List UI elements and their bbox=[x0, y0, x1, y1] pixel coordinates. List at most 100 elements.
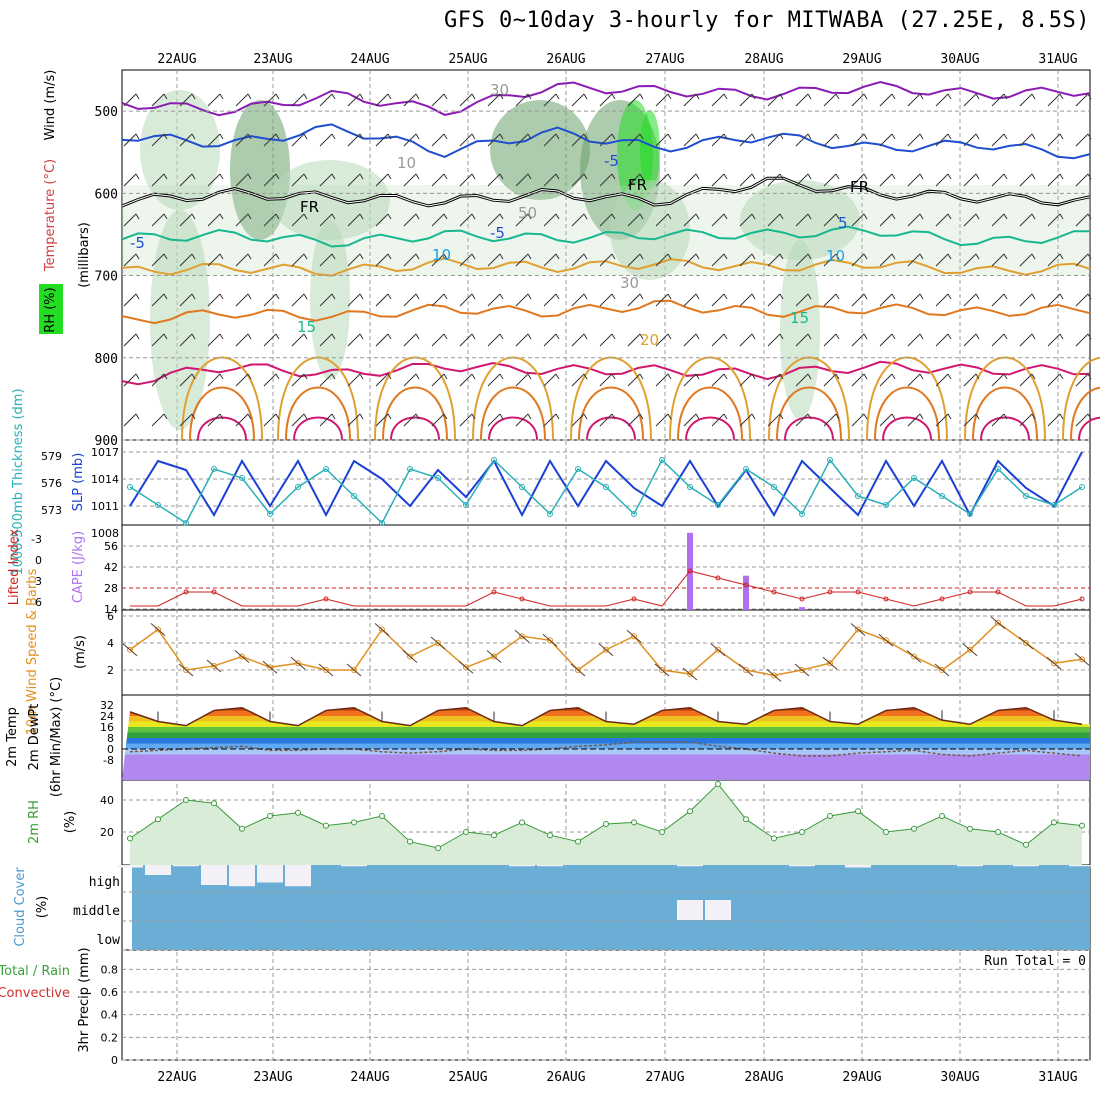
cloud-gap-high bbox=[845, 865, 871, 868]
wind-barb bbox=[683, 413, 697, 427]
temp-tick-label: 0 bbox=[107, 743, 114, 756]
wind10m-marker bbox=[295, 660, 301, 667]
wind-barb-flag bbox=[751, 133, 756, 140]
wind-barb bbox=[347, 373, 361, 387]
wind-barb bbox=[459, 293, 473, 307]
wind-barb bbox=[207, 373, 221, 387]
wind-barb-flag bbox=[1003, 133, 1008, 140]
thickness-marker bbox=[1079, 484, 1085, 490]
wind-barb bbox=[935, 133, 949, 147]
wind-barb-flag bbox=[527, 93, 532, 100]
wind-barb bbox=[767, 373, 781, 387]
cloud-gap-high bbox=[509, 865, 535, 867]
wind-barb-flag bbox=[779, 173, 784, 180]
wind-barb-flag bbox=[723, 373, 728, 380]
minmax-axis-label: (6hr Min/Max) (°C) bbox=[49, 677, 64, 797]
rh2m-tick-label: 40 bbox=[100, 794, 114, 807]
thickness-tick-label: 576 bbox=[41, 477, 62, 490]
wind-barb-flag bbox=[947, 293, 952, 300]
wind-barb bbox=[375, 213, 389, 227]
wind-barb bbox=[487, 133, 501, 147]
wind10m-barb bbox=[150, 623, 166, 636]
wind-barb-flag bbox=[415, 173, 420, 180]
wind-barb bbox=[123, 213, 137, 227]
wind-barb bbox=[571, 93, 585, 107]
wind-barb-flag bbox=[695, 333, 700, 340]
wind-barb bbox=[711, 333, 725, 347]
wind10m-barb bbox=[290, 656, 306, 670]
wind10m-marker bbox=[155, 626, 161, 633]
wind-barb bbox=[795, 373, 809, 387]
wind10m-barb bbox=[234, 650, 250, 663]
wind-barb bbox=[767, 293, 781, 307]
wind-barb-flag bbox=[835, 293, 840, 300]
precip-tick-label: 0.4 bbox=[101, 1009, 119, 1022]
wind-barb bbox=[935, 413, 949, 427]
wind-barb-flag bbox=[359, 173, 364, 180]
wind-barb-flag bbox=[611, 373, 616, 380]
thickness-marker bbox=[183, 520, 189, 526]
wind-barb-flag bbox=[387, 173, 392, 180]
wind10m-barb bbox=[1074, 652, 1090, 666]
lifted-index-marker bbox=[855, 589, 861, 595]
thickness-marker bbox=[379, 520, 385, 526]
cloud-gap-high bbox=[173, 865, 199, 867]
wind-barb bbox=[627, 373, 641, 387]
wind-barb-flag bbox=[303, 133, 308, 140]
wind-barb-flag bbox=[471, 173, 476, 180]
wind10m-barb bbox=[822, 656, 838, 670]
thickness-marker bbox=[799, 511, 805, 517]
warm-lobe bbox=[685, 416, 735, 441]
temp-tick-label: 8 bbox=[107, 732, 114, 745]
wind-barb-flag bbox=[1059, 413, 1064, 420]
rh2m-marker bbox=[547, 832, 553, 839]
wind-barb-flag bbox=[975, 293, 980, 300]
convective-label: Convective bbox=[0, 986, 70, 1001]
wind-barb bbox=[767, 333, 781, 347]
wind-barb-flag bbox=[499, 173, 504, 180]
wind-barb bbox=[431, 293, 445, 307]
wind-barb-flag bbox=[723, 133, 728, 140]
wind-barb-flag bbox=[303, 293, 308, 300]
wind-barb bbox=[207, 93, 221, 107]
wind-barb-flag bbox=[163, 293, 168, 300]
lifted-index-marker bbox=[687, 568, 693, 574]
wind-barb bbox=[319, 333, 333, 347]
lifted-index-marker bbox=[967, 589, 973, 595]
temp-band-bottom bbox=[122, 754, 1090, 780]
temp-tick-label: 24 bbox=[100, 710, 114, 723]
slp-tick-label: 1014 bbox=[91, 473, 119, 486]
wind-barb-flag bbox=[443, 413, 448, 420]
rh2m-marker bbox=[631, 819, 637, 826]
wind-barb bbox=[123, 173, 137, 187]
wind-barb-flag bbox=[611, 253, 616, 260]
wind-barb bbox=[403, 413, 417, 427]
wind-barb bbox=[627, 413, 641, 427]
wind-barb-flag bbox=[163, 133, 168, 140]
wind-barb-flag bbox=[471, 293, 476, 300]
wind-barb bbox=[879, 253, 893, 267]
wind-barb bbox=[123, 293, 137, 307]
wind-barb-flag bbox=[191, 333, 196, 340]
wind-barb bbox=[319, 173, 333, 187]
wind-barb bbox=[151, 173, 165, 187]
wind-barb bbox=[235, 173, 249, 187]
wind-barb-flag bbox=[359, 293, 364, 300]
wind-barb bbox=[1047, 173, 1061, 187]
wind-barb bbox=[151, 253, 165, 267]
wind-barb bbox=[179, 173, 193, 187]
lifted-index-marker bbox=[743, 582, 749, 588]
wind-barb-flag bbox=[471, 93, 476, 100]
wind-barb-flag bbox=[667, 93, 672, 100]
wind-barb-flag bbox=[247, 373, 252, 380]
wind-barb-flag bbox=[247, 333, 252, 340]
wind-barb bbox=[879, 213, 893, 227]
wind-barb bbox=[599, 413, 613, 427]
contour-label: 15 bbox=[790, 309, 809, 327]
wind-barb-flag bbox=[975, 213, 980, 220]
cape-tick-label: 42 bbox=[104, 561, 118, 574]
wind-barb bbox=[515, 413, 529, 427]
wind-barb bbox=[599, 173, 613, 187]
warm-lobe bbox=[1070, 386, 1100, 441]
wind-barb bbox=[347, 253, 361, 267]
